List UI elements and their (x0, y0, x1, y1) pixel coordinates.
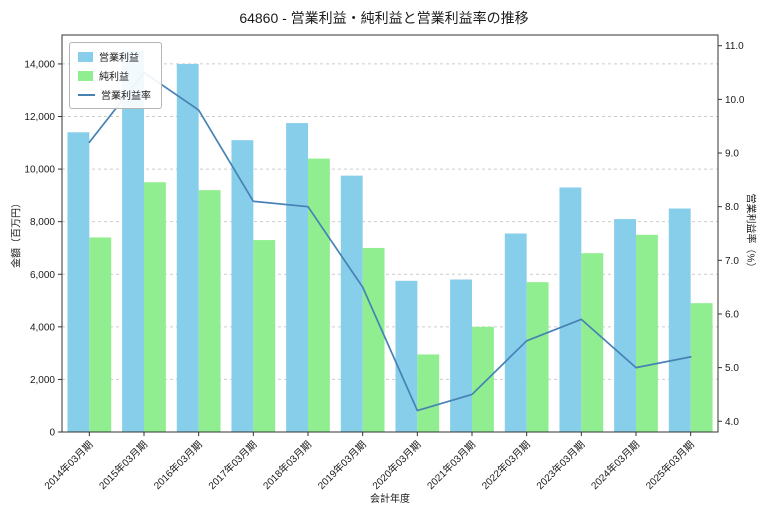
legend-label-operating-margin: 営業利益率 (101, 91, 151, 102)
legend-swatch-operating-profit (78, 51, 93, 62)
y-tick-label-left: 8,000 (30, 217, 55, 228)
bar-operating-profit (231, 140, 254, 432)
y-tick-label-right: 5.0 (725, 363, 739, 374)
bar-operating-profit (286, 123, 308, 432)
bar-operating-profit (559, 187, 582, 432)
y-tick-label-right: 4.0 (725, 417, 739, 428)
bar-net-profit (472, 326, 494, 432)
y-tick-label-right: 8.0 (725, 202, 739, 213)
x-tick-label: 2019年03月期 (315, 438, 369, 492)
x-tick-label: 2020年03月期 (369, 438, 423, 492)
bar-net-profit (690, 303, 713, 432)
y-tick-label-right: 10.0 (725, 95, 745, 106)
x-tick-label: 2025年03月期 (643, 438, 697, 492)
legend-swatch-operating-margin-line (78, 93, 95, 96)
y-axis-label-right: 営業利益率（%） (744, 193, 756, 273)
bar-net-profit (417, 354, 440, 432)
bar-operating-profit (395, 280, 418, 432)
operating-margin-line (88, 71, 692, 412)
legend-swatch-net-profit (78, 70, 93, 81)
y-tick-label-left: 14,000 (24, 59, 55, 70)
y-tick-label-left: 4,000 (30, 322, 55, 333)
x-tick-label: 2015年03月期 (96, 438, 150, 492)
bar-net-profit (198, 190, 221, 432)
x-tick-label: 2021年03月期 (424, 438, 478, 492)
legend-item-operating-profit: 営業利益 (78, 49, 151, 64)
bar-operating-profit (176, 63, 199, 432)
bar-operating-profit (67, 132, 90, 433)
y-tick-label-left: 10,000 (24, 165, 55, 176)
x-axis-label: 会計年度 (370, 494, 410, 505)
y-tick-label-right: 11.0 (725, 41, 744, 52)
bar-net-profit (144, 182, 166, 432)
legend-item-net-profit: 純利益 (78, 68, 151, 83)
bar-net-profit (89, 237, 112, 432)
bar-operating-profit (450, 279, 472, 432)
y-axis-label-left: 金額（百万円） (11, 198, 23, 268)
legend-item-operating-margin: 営業利益率 (78, 87, 151, 102)
bar-net-profit (308, 158, 330, 433)
y-tick-label-right: 6.0 (725, 309, 739, 320)
y-tick-label-left: 6,000 (30, 270, 55, 281)
bar-operating-profit (340, 175, 363, 432)
legend: 営業利益 純利益 営業利益率 (69, 42, 162, 109)
bar-net-profit (253, 240, 276, 432)
y-tick-label-right: 7.0 (725, 256, 739, 267)
plot-border (61, 34, 719, 433)
x-tick-label: 2018年03月期 (260, 438, 314, 492)
x-tick-label: 2016年03月期 (151, 438, 205, 492)
x-tick-label: 2022年03月期 (479, 438, 533, 492)
bar-operating-profit (614, 219, 636, 432)
legend-label-net-profit: 純利益 (99, 72, 129, 83)
bar-operating-profit (504, 233, 527, 432)
bar-net-profit (636, 234, 658, 432)
chart-title: 64860 - 営業利益・純利益と営業利益率の推移 (239, 10, 529, 26)
bar-net-profit (581, 253, 604, 432)
y-tick-label-left: 12,000 (24, 112, 55, 123)
x-tick-label: 2024年03月期 (588, 438, 642, 492)
bar-operating-profit (668, 208, 691, 432)
bar-net-profit (526, 282, 549, 432)
x-tick-label: 2014年03月期 (41, 438, 95, 492)
y-tick-label-left: 0 (49, 428, 55, 439)
x-tick-label: 2017年03月期 (205, 438, 259, 492)
legend-label-operating-profit: 営業利益 (99, 53, 139, 64)
y-tick-label-left: 2,000 (30, 375, 55, 386)
bar-net-profit (362, 247, 385, 432)
bar-operating-profit (122, 50, 144, 432)
y-tick-label-right: 9.0 (725, 149, 739, 160)
x-tick-label: 2023年03月期 (533, 438, 587, 492)
